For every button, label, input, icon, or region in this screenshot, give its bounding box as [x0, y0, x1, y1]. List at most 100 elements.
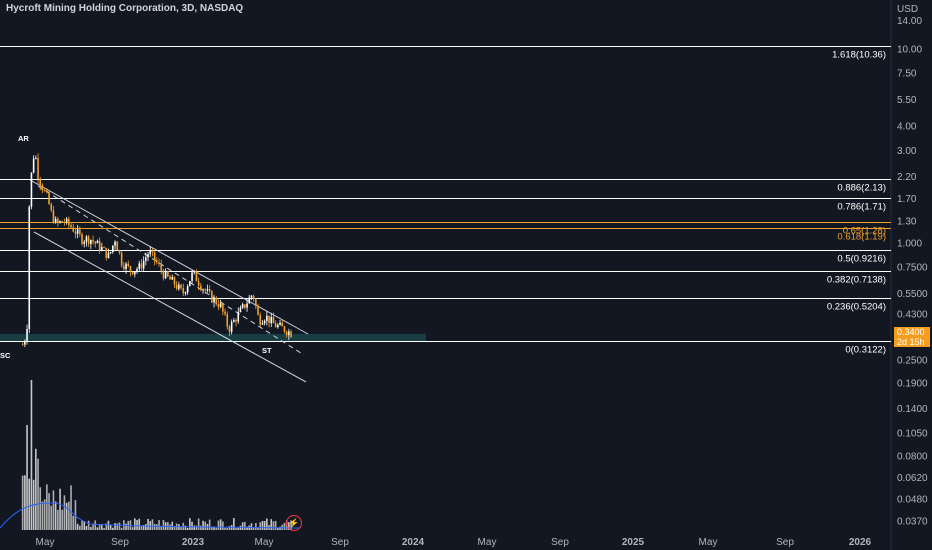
volume-bar	[270, 519, 273, 530]
volume-bar	[28, 478, 31, 530]
annotation-sc: SC	[0, 351, 11, 360]
candle-body	[279, 322, 281, 325]
volume-bar	[244, 521, 246, 530]
price-tick: 0.0480	[897, 494, 928, 505]
candle-body	[24, 341, 26, 345]
volume-bar	[226, 527, 229, 530]
volume-bar	[202, 520, 204, 530]
candle-body	[120, 252, 123, 266]
volume-bar	[57, 509, 59, 530]
candle-body	[215, 297, 218, 304]
volume-bar	[200, 525, 202, 530]
candle-body	[109, 251, 112, 253]
volume-bar	[211, 527, 213, 530]
candle-body	[277, 324, 279, 328]
price-tick: 0.4300	[897, 310, 928, 321]
volume-bar	[173, 527, 176, 530]
candle-body	[255, 299, 257, 307]
candle-body	[167, 271, 169, 277]
price-tick: 0.0800	[897, 451, 928, 462]
volume-bar	[158, 520, 160, 530]
volume-bar	[41, 501, 44, 530]
candle-body	[158, 262, 160, 264]
volume-bar	[213, 526, 215, 530]
descending-channel[interactable]	[29, 179, 309, 383]
candle-body	[252, 295, 255, 300]
volume-bar	[118, 522, 121, 530]
volume-bar	[224, 527, 226, 530]
candle-body	[94, 241, 97, 244]
time-tick: Sep	[111, 537, 129, 548]
candle-body	[197, 281, 200, 286]
volume-bar	[21, 475, 24, 530]
candle-body	[281, 322, 284, 327]
volume-bar	[96, 527, 99, 530]
volume-bar	[171, 521, 174, 530]
candle-body	[35, 157, 37, 159]
candle-body	[118, 250, 121, 253]
volume-bar	[255, 523, 257, 530]
candle-body	[37, 157, 39, 180]
fib-level-label: 0.786(1.71)	[837, 202, 886, 213]
candle-body	[248, 297, 251, 304]
volume-bar	[81, 520, 83, 530]
price-axis[interactable]: 14.00 10.00 7.50 5.50 4.00 3.00 2.20 1.70 1.30 1.…	[897, 16, 928, 527]
time-axis[interactable]: May Sep 2023 May Sep 2024 May Sep 2025 May Sep 2026	[36, 537, 872, 548]
volume-bar	[134, 518, 136, 530]
volume-bar	[87, 520, 90, 530]
volume-bar	[50, 505, 53, 530]
candle-body	[173, 277, 176, 285]
volume-bar	[184, 525, 187, 530]
volume-bar	[63, 495, 66, 530]
time-tick: Sep	[551, 537, 569, 548]
volume-bar	[219, 519, 222, 530]
fib-level-label: 0.618(1.19)	[837, 232, 886, 243]
volume-bar	[26, 425, 28, 530]
candle-body	[182, 288, 185, 294]
volume-bar	[217, 520, 220, 530]
candle-body	[114, 241, 116, 246]
candle-body	[79, 229, 81, 235]
channel-mid-line	[37, 185, 305, 356]
last-price-tag: 0.3400 2d 15h	[894, 327, 930, 347]
candle-body	[46, 190, 48, 193]
volume-bar	[180, 527, 182, 530]
volume-bar	[61, 509, 64, 530]
volume-bar	[274, 520, 277, 530]
candle-body	[171, 277, 174, 280]
candle-body	[103, 247, 105, 249]
candle-body	[145, 257, 147, 261]
price-tick: 0.1400	[897, 404, 928, 415]
fibonacci-retracement[interactable]: 1.618(10.36) 0.886(2.13) 0.786(1.71) 0.65(1…	[0, 46, 891, 356]
bar-countdown: 2d 15h	[897, 337, 925, 347]
price-tick: 10.00	[897, 45, 922, 56]
candle-body	[241, 304, 244, 308]
volume-bar	[138, 518, 141, 530]
volume-bar	[233, 518, 235, 530]
candle-body	[142, 260, 145, 269]
volume-bar	[101, 525, 103, 530]
price-tick: 0.7500	[897, 263, 928, 274]
candle-body	[204, 289, 207, 291]
candle-body	[72, 227, 75, 232]
volume-bar	[52, 490, 55, 530]
volume-bar	[153, 523, 156, 530]
volume-bar	[136, 520, 138, 530]
time-tick: May	[36, 537, 55, 548]
time-tick: 2025	[622, 537, 645, 548]
candle-body	[270, 316, 273, 324]
price-tick: 2.20	[897, 172, 917, 183]
lightning-icon[interactable]: ⚡	[286, 515, 302, 531]
price-tick: 7.50	[897, 69, 917, 80]
time-tick: May	[478, 537, 497, 548]
price-tick: 0.2500	[897, 355, 928, 366]
volume-bar	[259, 522, 262, 530]
chart-title: Hycroft Mining Holding Corporation, 3D, …	[6, 3, 244, 14]
candle-body	[244, 304, 246, 308]
candle-body	[90, 239, 92, 245]
volume-bar	[195, 525, 198, 530]
volume-bar	[261, 520, 264, 530]
last-price-value: 0.3400	[897, 327, 925, 337]
candle-body	[153, 251, 156, 261]
